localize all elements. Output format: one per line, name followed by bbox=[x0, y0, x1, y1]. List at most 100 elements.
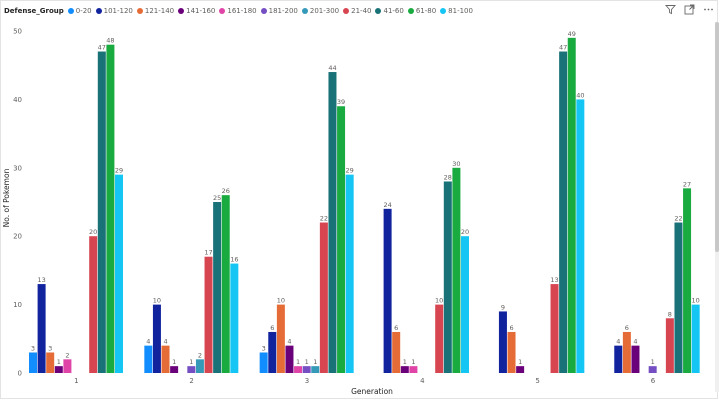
legend-label: 61-80 bbox=[415, 7, 437, 15]
bar[interactable] bbox=[187, 366, 196, 373]
bar[interactable] bbox=[400, 366, 409, 373]
legend-item[interactable]: 0-20 bbox=[67, 7, 92, 15]
legend-label: 121-140 bbox=[144, 7, 175, 15]
bar[interactable] bbox=[276, 304, 285, 373]
legend-item[interactable]: 61-80 bbox=[407, 7, 437, 15]
bar[interactable] bbox=[345, 174, 354, 373]
bar[interactable] bbox=[63, 359, 72, 373]
bar[interactable] bbox=[567, 37, 576, 374]
data-label: 3 bbox=[262, 344, 266, 352]
bar[interactable] bbox=[106, 44, 115, 374]
data-label: 26 bbox=[222, 187, 230, 195]
y-tick-label: 40 bbox=[13, 96, 22, 104]
legend-item[interactable]: 161-180 bbox=[219, 7, 257, 15]
bar[interactable] bbox=[631, 345, 640, 373]
scrollbar[interactable] bbox=[715, 22, 719, 392]
bar[interactable] bbox=[37, 284, 46, 373]
data-label: 25 bbox=[213, 194, 221, 202]
x-axis: 1 2 3 4 5 6 bbox=[74, 377, 656, 385]
bar[interactable] bbox=[461, 236, 469, 373]
bar[interactable] bbox=[409, 366, 418, 373]
filter-icon[interactable] bbox=[664, 3, 676, 15]
bar[interactable] bbox=[170, 366, 179, 373]
legend-item[interactable]: 101-120 bbox=[95, 7, 133, 15]
y-tick-label: 30 bbox=[13, 164, 22, 172]
bar[interactable] bbox=[550, 284, 559, 373]
data-label: 6 bbox=[509, 324, 513, 332]
legend-label: 181-200 bbox=[268, 7, 298, 15]
more-options-icon[interactable] bbox=[702, 3, 714, 15]
bar[interactable] bbox=[576, 99, 585, 374]
bar[interactable] bbox=[319, 222, 328, 373]
bar[interactable] bbox=[311, 366, 320, 373]
legend-label: 0-20 bbox=[75, 7, 92, 15]
bar[interactable] bbox=[452, 167, 461, 373]
bar[interactable] bbox=[115, 174, 123, 373]
legend-title: Defense_Group bbox=[4, 7, 64, 15]
bar[interactable] bbox=[674, 222, 683, 373]
bar[interactable] bbox=[204, 256, 213, 373]
bar[interactable] bbox=[559, 51, 568, 374]
bar[interactable] bbox=[259, 352, 268, 373]
data-label: 10 bbox=[153, 297, 161, 305]
data-label: 22 bbox=[320, 215, 328, 223]
bar[interactable] bbox=[337, 106, 346, 374]
bar[interactable] bbox=[285, 345, 294, 373]
bar[interactable] bbox=[152, 304, 161, 373]
data-label: 6 bbox=[394, 324, 398, 332]
bar[interactable] bbox=[622, 331, 631, 373]
data-label: 48 bbox=[106, 37, 114, 45]
legend-swatch bbox=[260, 8, 267, 14]
bar[interactable] bbox=[614, 345, 623, 373]
bar[interactable] bbox=[328, 72, 337, 373]
scrollbar-thumb[interactable] bbox=[715, 22, 719, 252]
bar[interactable] bbox=[29, 352, 37, 373]
bar[interactable] bbox=[46, 352, 55, 373]
data-label: 39 bbox=[337, 98, 345, 106]
bar[interactable] bbox=[498, 311, 507, 373]
data-label: 24 bbox=[383, 201, 391, 209]
legend-item[interactable]: 181-200 bbox=[260, 7, 298, 15]
bar[interactable] bbox=[221, 195, 230, 373]
legend-label: 41-60 bbox=[383, 7, 404, 15]
data-label: 29 bbox=[115, 167, 123, 175]
data-label: 1 bbox=[305, 358, 309, 366]
data-label: 40 bbox=[576, 91, 584, 99]
bar[interactable] bbox=[144, 345, 153, 373]
bar[interactable] bbox=[54, 366, 63, 373]
bar[interactable] bbox=[268, 331, 277, 373]
bar[interactable] bbox=[213, 202, 222, 373]
bar[interactable] bbox=[294, 366, 303, 373]
legend-item[interactable]: 201-300 bbox=[301, 7, 339, 15]
bar[interactable] bbox=[683, 188, 692, 373]
bar[interactable] bbox=[516, 366, 525, 373]
y-tick-label: 10 bbox=[13, 301, 22, 309]
data-label: 4 bbox=[146, 338, 150, 346]
bar[interactable] bbox=[507, 331, 516, 373]
y-tick-label: 20 bbox=[13, 233, 22, 241]
focus-mode-icon[interactable] bbox=[683, 3, 695, 15]
bar[interactable] bbox=[97, 51, 106, 374]
bar[interactable] bbox=[665, 318, 674, 373]
legend-item[interactable]: 21-40 bbox=[343, 7, 371, 15]
bar[interactable] bbox=[302, 366, 311, 373]
bar[interactable] bbox=[648, 366, 657, 373]
bar[interactable] bbox=[383, 208, 392, 373]
legend-swatch bbox=[67, 8, 74, 14]
bar[interactable] bbox=[443, 181, 452, 373]
bar[interactable] bbox=[230, 263, 239, 373]
bar[interactable] bbox=[691, 304, 700, 373]
legend-item[interactable]: 81-100 bbox=[440, 7, 473, 15]
bar[interactable] bbox=[161, 345, 170, 373]
legend-item[interactable]: 141-160 bbox=[178, 7, 215, 15]
legend-item[interactable]: 41-60 bbox=[375, 7, 404, 15]
bar[interactable] bbox=[435, 304, 444, 373]
bar[interactable] bbox=[392, 331, 401, 373]
bar[interactable] bbox=[89, 236, 98, 373]
legend-swatch bbox=[219, 8, 226, 14]
legend-item[interactable]: 121-140 bbox=[136, 7, 175, 15]
legend-label: 161-180 bbox=[227, 7, 257, 15]
bar[interactable] bbox=[195, 359, 204, 373]
